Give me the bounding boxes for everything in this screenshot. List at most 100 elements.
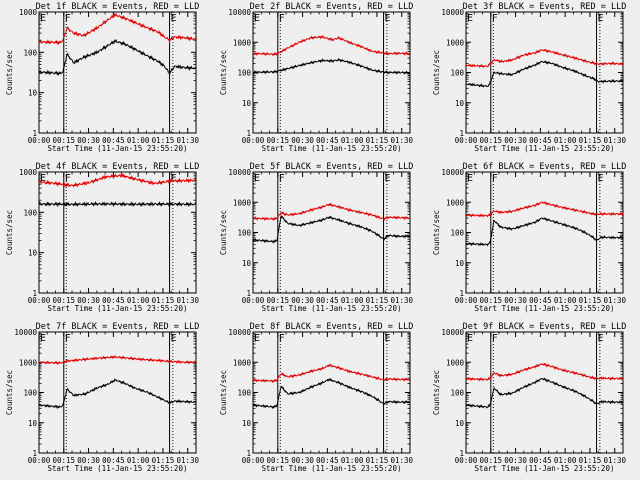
x-tick-label: 00:45 <box>529 456 552 465</box>
x-tick-label: 00:00 <box>242 296 265 305</box>
y-tick-label: 10 <box>28 419 38 428</box>
x-tick-label: 00:45 <box>529 136 552 145</box>
y-tick-label: 10000 <box>228 8 251 17</box>
y-tick-label: 10 <box>242 99 252 108</box>
y-tick-label: 10 <box>28 89 38 98</box>
x-tick-label: 00:00 <box>242 456 265 465</box>
x-tick-label: 00:15 <box>480 136 503 145</box>
chart-panel-det-1f: Det 1f BLACK = Events, RED = LLD 1 10 100 10… <box>5 2 200 153</box>
segment-marker-label: E <box>40 13 46 24</box>
x-tick-label: 00:30 <box>291 456 314 465</box>
y-tick-label: 10 <box>455 419 465 428</box>
y-tick-label: 10000 <box>14 328 37 337</box>
x-tick-label: 01:30 <box>390 456 413 465</box>
x-tick-label: 00:45 <box>102 456 125 465</box>
series-line-lld <box>253 34 410 57</box>
y-tick-label: 1 <box>32 129 37 138</box>
chart-title: Det 3f BLACK = Events, RED = LLD <box>463 2 627 12</box>
y-tick-label: 1000 <box>233 38 252 47</box>
x-tick-label: 00:00 <box>242 136 265 145</box>
y-tick-label: 100 <box>23 48 37 57</box>
y-tick-label: 1 <box>246 289 251 298</box>
x-tick-label: 00:30 <box>504 456 527 465</box>
chart-panel-det-4f: Det 4f BLACK = Events, RED = LLD 1 10 100 10… <box>5 162 200 313</box>
series-line-lld <box>253 202 410 222</box>
y-tick-label: 1 <box>246 449 251 458</box>
x-tick-label: 00:30 <box>291 136 314 145</box>
segment-marker-label: F <box>492 173 498 184</box>
x-tick-label: 00:15 <box>267 456 290 465</box>
segment-marker-label: E <box>385 333 391 344</box>
x-tick-label: 00:00 <box>455 136 478 145</box>
segment-marker-label: E <box>171 173 177 184</box>
segment-marker-label: E <box>385 13 391 24</box>
segment-marker-label: E <box>467 13 473 24</box>
x-tick-label: 00:15 <box>267 136 290 145</box>
x-tick-label: 01:00 <box>341 296 364 305</box>
y-tick-label: 10000 <box>441 168 464 177</box>
x-axis-label: Start Time (11-Jan-15 23:55:20) <box>262 144 402 153</box>
y-tick-label: 1000 <box>446 38 465 47</box>
segment-marker-label: E <box>40 173 46 184</box>
y-axis-label: Counts/sec <box>5 50 14 95</box>
y-tick-label: 100 <box>23 389 37 398</box>
y-axis-label: Counts/sec <box>5 370 14 415</box>
chart-panel-det-8f: Det 8f BLACK = Events, RED = LLD 1 10 100 10… <box>219 322 414 473</box>
y-tick-label: 10000 <box>441 328 464 337</box>
segment-marker-label: E <box>467 173 473 184</box>
y-tick-label: 1000 <box>233 198 252 207</box>
series-line-events <box>466 216 623 247</box>
chart-panel-det-6f: Det 6f BLACK = Events, RED = LLD 1 10 100 10… <box>432 162 627 313</box>
y-tick-label: 10000 <box>228 328 251 337</box>
y-axis-label: Counts/sec <box>432 50 441 95</box>
chart-panel-det-7f: Det 7f BLACK = Events, RED = LLD 1 10 100 10… <box>5 322 200 473</box>
y-tick-label: 1 <box>32 289 37 298</box>
x-axis-label: Start Time (11-Jan-15 23:55:20) <box>475 304 615 313</box>
x-tick-label: 01:00 <box>554 296 577 305</box>
x-tick-label: 01:15 <box>579 296 602 305</box>
segment-marker-label: F <box>279 173 285 184</box>
x-tick-label: 00:45 <box>102 136 125 145</box>
x-tick-label: 01:15 <box>152 136 175 145</box>
x-tick-label: 01:15 <box>579 136 602 145</box>
x-tick-label: 01:15 <box>579 456 602 465</box>
series-line-lld <box>39 355 196 366</box>
series-line-events <box>39 200 196 208</box>
x-tick-label: 01:30 <box>603 456 626 465</box>
y-tick-label: 100 <box>237 69 251 78</box>
series-line-events <box>466 60 623 88</box>
x-tick-label: 00:15 <box>480 456 503 465</box>
x-tick-label: 01:30 <box>176 136 199 145</box>
x-tick-label: 00:45 <box>102 296 125 305</box>
series-line-events <box>253 57 410 75</box>
x-tick-label: 00:45 <box>316 456 339 465</box>
x-tick-label: 00:45 <box>316 296 339 305</box>
y-tick-label: 1 <box>246 129 251 138</box>
y-tick-label: 1 <box>32 449 37 458</box>
segment-marker-label: F <box>65 173 71 184</box>
y-tick-label: 1000 <box>446 198 465 207</box>
x-tick-label: 00:00 <box>28 456 51 465</box>
x-tick-label: 00:30 <box>504 136 527 145</box>
x-tick-label: 01:30 <box>390 136 413 145</box>
segment-marker-label: E <box>598 13 604 24</box>
x-tick-label: 01:00 <box>341 136 364 145</box>
y-tick-label: 10 <box>455 99 465 108</box>
x-axis-label: Start Time (11-Jan-15 23:55:20) <box>262 464 402 473</box>
chart-title: Det 7f BLACK = Events, RED = LLD <box>36 322 200 332</box>
y-tick-label: 100 <box>237 229 251 238</box>
x-tick-label: 00:30 <box>504 296 527 305</box>
y-tick-label: 1 <box>459 449 464 458</box>
x-axis-label: Start Time (11-Jan-15 23:55:20) <box>475 144 615 153</box>
x-tick-label: 00:30 <box>77 296 100 305</box>
chart-title: Det 8f BLACK = Events, RED = LLD <box>250 322 414 332</box>
segment-marker-label: E <box>598 173 604 184</box>
segment-marker-label: F <box>492 13 498 24</box>
x-tick-label: 01:30 <box>390 296 413 305</box>
series-line-events <box>39 38 196 76</box>
y-tick-label: 10 <box>242 259 252 268</box>
series-line-lld <box>466 362 623 382</box>
y-tick-label: 100 <box>23 208 37 217</box>
x-tick-label: 01:00 <box>341 456 364 465</box>
